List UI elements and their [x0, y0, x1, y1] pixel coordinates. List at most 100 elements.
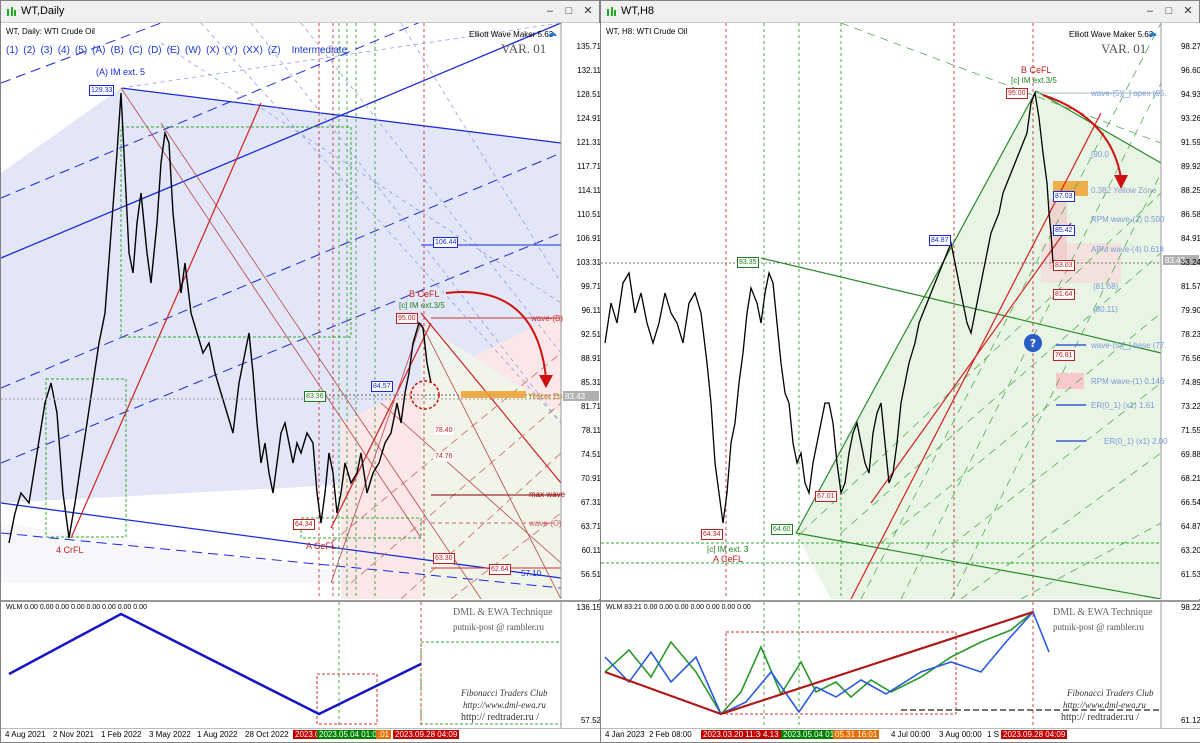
window-title: WT,H8 — [621, 5, 654, 17]
url2-credit[interactable]: http:// redtrader.ru / — [1061, 712, 1140, 723]
minimize-button[interactable]: – — [1146, 5, 1154, 17]
wave-c-label: wave-(C) — [529, 519, 562, 528]
fib-credit: Fibonacci Traders Club — [1067, 688, 1154, 698]
dml-credit: DML & EWA Technique — [1053, 607, 1153, 618]
price-106: 106.44 — [433, 237, 459, 248]
b168-label: (81.68) — [1093, 282, 1119, 291]
wave-btn-e[interactable]: (E) — [166, 45, 180, 56]
rpm2-label: RPM wave-(1) 0.146 — [1091, 377, 1165, 386]
wave-btn-x[interactable]: (X) — [206, 45, 220, 56]
price-6330: 63.30 — [433, 553, 455, 564]
c-im-label: [c] IM ext.3/5 — [399, 301, 445, 310]
price-8303: 83.03 — [1053, 260, 1075, 271]
wave-btn-3[interactable]: (3) — [40, 45, 53, 56]
price-chart[interactable]: WT, Daily: WTI Crude Oil Elliott Wave Ma… — [1, 23, 601, 599]
price-top: 129.33 — [89, 85, 115, 96]
wave-btn-d[interactable]: (D) — [147, 45, 162, 56]
four-cefl-label: 4 CrFL — [56, 545, 84, 555]
mail-credit: putnik-post @ rambler.ru — [453, 622, 545, 632]
ind-axis-bot: 57.52 — [580, 716, 601, 725]
wlm-indicator[interactable]: WLM 83.21 0.00 0.00 0.00 0.00 0.00 0.00 … — [601, 600, 1200, 732]
ewm-label: Elliott Wave Maker 5.63 — [469, 30, 554, 39]
wave-btn-5[interactable]: (5) — [74, 45, 88, 56]
chart-info: WT, Daily: WTI Crude Oil — [6, 27, 95, 36]
chart-drawing: ? — [601, 23, 1200, 599]
a-cefl-label: A CeFL — [306, 541, 337, 551]
price-7840: 78.40 — [433, 425, 455, 436]
wave-btn-b[interactable]: (B) — [110, 45, 124, 56]
rpm1-label: RPM wave-(2) 0.500 — [1091, 215, 1165, 224]
price-95: 95.00 — [1006, 88, 1028, 99]
wlm-indicator[interactable]: WLM 0.00 0.00 0.00 0.00 0.00 0.00 0.00 0… — [1, 600, 601, 732]
window-h8[interactable]: WT,H8 – □ ✕ — [600, 0, 1200, 743]
apm-label: APM wave-(4) 0.618 — [1091, 245, 1164, 254]
price-7681: 76.81 — [1053, 350, 1075, 361]
price-6701: 67.01 — [815, 491, 837, 502]
url1-credit[interactable]: http://www.dml-ewa.ru — [463, 700, 546, 710]
price-8335: 83.35 — [737, 257, 759, 268]
close-button[interactable]: ✕ — [1183, 5, 1193, 17]
im-ext-label: (A) IM ext. 5 — [96, 67, 146, 77]
wave-btn-y[interactable]: (Y) — [224, 45, 238, 56]
titlebar-h8[interactable]: WT,H8 – □ ✕ — [601, 1, 1199, 23]
a-cefl-label: A CeFL — [713, 554, 744, 564]
price-8703: 87.03 — [1053, 191, 1075, 202]
b-cefl-label: B CeFL — [1021, 65, 1052, 75]
indicator-drawing — [604, 602, 1200, 732]
degree-label[interactable]: Intermediate — [291, 45, 348, 56]
level-5710: 57.10 — [521, 569, 542, 578]
window-daily[interactable]: WT,Daily – □ ✕ — [0, 0, 601, 743]
ewm-icon: ☁ — [1147, 28, 1157, 39]
close-button[interactable]: ✕ — [583, 5, 593, 17]
titlebar-daily[interactable]: WT,Daily – □ ✕ — [1, 1, 599, 23]
price-8164: 81.64 — [1053, 289, 1075, 300]
var-label: VAR. 01 — [501, 41, 547, 56]
indicator-title: WLM 83.21 0.00 0.00 0.00 0.00 0.00 0.00 … — [606, 604, 751, 611]
wave-btn-1[interactable]: (1) — [6, 45, 19, 56]
wave-btn-w[interactable]: (W) — [184, 45, 202, 56]
dml-credit: DML & EWA Technique — [453, 607, 553, 618]
var-label: VAR. 01 — [1101, 41, 1147, 56]
indicator-drawing — [8, 602, 601, 732]
b-cefl-label: B CeFL — [409, 289, 440, 299]
chart-drawing — [1, 23, 601, 599]
maximize-button[interactable]: □ — [1165, 5, 1173, 17]
er1-label: ER(0_1) (x1) 1.61 — [1091, 401, 1155, 410]
maximize-button[interactable]: □ — [565, 5, 573, 17]
price-8487: 84.87 — [929, 235, 951, 246]
mail-credit: putnik-post @ rambler.ru — [1053, 622, 1145, 632]
b011-label: (80.11) — [1093, 305, 1118, 314]
ind-axis-top: 98.22 — [1180, 603, 1200, 612]
ewm-label: Elliott Wave Maker 5.63 — [1069, 30, 1154, 39]
date-axis: 4 Aug 2021 2 Nov 2021 1 Feb 2022 3 May 2… — [1, 728, 601, 742]
ewm-icon: ☁ — [547, 28, 557, 39]
base-label: wave-(5)[_] base (77. — [1091, 341, 1167, 350]
indicator-title: WLM 0.00 0.00 0.00 0.00 0.00 0.00 0.00 0… — [6, 604, 147, 611]
price-6434: 64.34 — [293, 519, 315, 530]
wave-toolbar: (1) (2) (3) (4) (5) (A) (B) (C) (D) (E) (W) (X) (Y) (… — [6, 45, 352, 56]
fib-credit: Fibonacci Traders Club — [461, 688, 548, 698]
chart-icon — [607, 7, 616, 16]
url1-credit[interactable]: http://www.dml-ewa.ru — [1063, 700, 1146, 710]
price-chart[interactable]: ? WT, H8: WTI Crude Oil Elliott Wave Mak… — [601, 23, 1200, 599]
wave-btn-2[interactable]: (2) — [23, 45, 36, 56]
price-8455: 84.57 — [371, 381, 393, 392]
price-95: 95.00 — [396, 313, 418, 324]
wave-btn-xx[interactable]: (XX) — [242, 45, 263, 56]
ind-axis-top: 136.15 — [576, 603, 601, 612]
wave-btn-a[interactable]: (A) — [92, 45, 106, 56]
url2-credit[interactable]: http:// redtrader.ru / — [461, 712, 540, 723]
apex-label: wave-(5)[_] apex (95. — [1091, 89, 1167, 98]
wave-btn-z[interactable]: (Z) — [267, 45, 281, 56]
date-axis: 4 Jan 2023 2 Feb 08:00 2023.03.20 11:36 … — [601, 728, 1200, 742]
price-8337: 83.36 — [304, 391, 326, 402]
price-6460: 64.60 — [771, 524, 793, 535]
wave-b-label: wave-(B) — [531, 314, 564, 323]
current-price: 83.43 — [1165, 256, 1186, 265]
minimize-button[interactable]: – — [546, 5, 554, 17]
price-6264: 62.64 — [489, 564, 511, 575]
wave-btn-c[interactable]: (C) — [128, 45, 143, 56]
wave-btn-4[interactable]: (4) — [57, 45, 70, 56]
chart-info: WT, H8: WTI Crude Oil — [606, 27, 688, 36]
c-im3-label: [c] IM ext. 3 — [707, 545, 749, 554]
